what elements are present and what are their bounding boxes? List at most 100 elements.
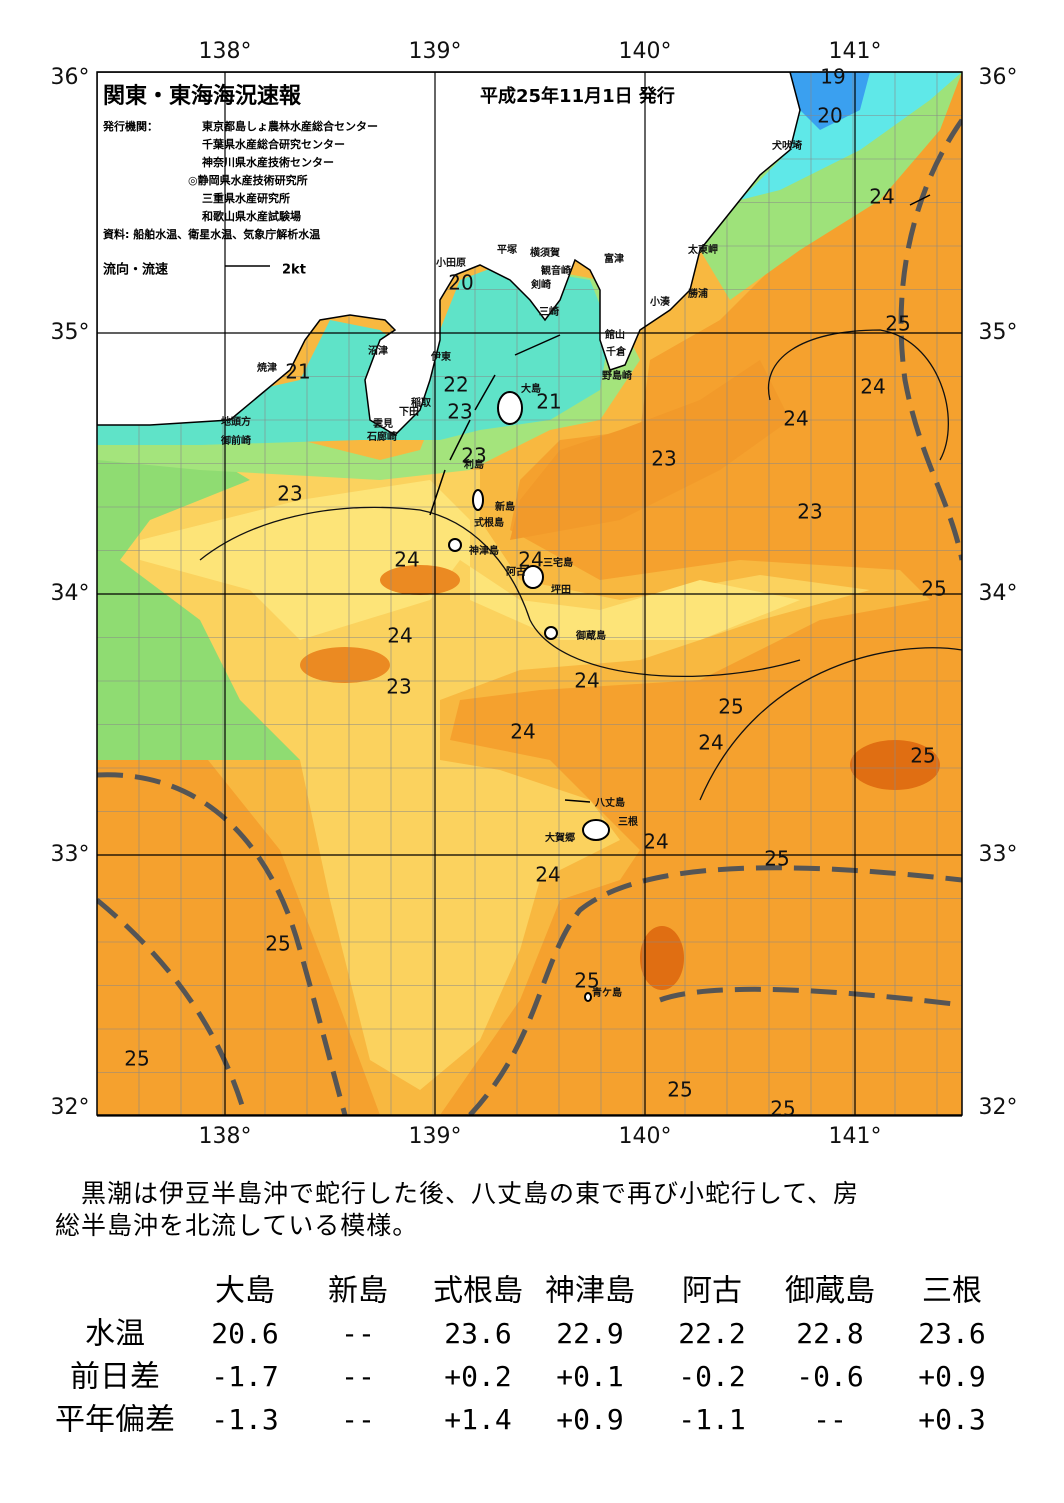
column-header: 式根島	[433, 1274, 523, 1309]
place-name: 式根島	[474, 516, 504, 529]
kuroshio-path	[97, 772, 348, 1115]
sea-band	[700, 72, 962, 300]
lon-label: 139°	[409, 39, 462, 64]
contours	[199, 329, 962, 801]
column-header: 大島	[215, 1274, 275, 1309]
island	[544, 626, 558, 640]
agency: 和歌山県水産試験場	[202, 209, 301, 223]
cell: +1.4	[444, 1403, 511, 1436]
isotherm-label: 25	[910, 744, 935, 768]
sea-band	[740, 72, 962, 200]
place-name: 雲見	[373, 418, 393, 430]
summary: 黒潮は伊豆半島沖で蛇行した後、八丈島の東で再び小蛇行して、房 総半島沖を北流して…	[55, 1178, 859, 1242]
cell: -0.6	[796, 1360, 863, 1393]
agency: ◎静岡県水産技術研究所	[188, 173, 308, 187]
place-name: 石廊崎	[366, 430, 397, 443]
place-name: 三根	[618, 815, 638, 828]
cell: +0.2	[444, 1360, 511, 1393]
lat-label: 34°	[979, 581, 1018, 606]
source: 資料: 船舶水温、衛星水温、気象庁解析水温	[103, 227, 320, 241]
isotherm-label: 25	[770, 1097, 795, 1121]
isotherm-label: 24	[510, 720, 535, 744]
isotherm-label: 20	[448, 271, 473, 295]
isotherm-label: 23	[461, 444, 486, 468]
place-name: 稲取	[411, 396, 432, 409]
lon-label: 141°	[829, 1124, 882, 1149]
place-name: 地頭方	[221, 415, 251, 428]
place-name: 神津島	[469, 544, 499, 557]
agency-label: 発行機関：	[102, 119, 158, 133]
cell: -1.1	[678, 1403, 745, 1436]
isotherm-label: 25	[124, 1047, 149, 1071]
place-name: 小湊	[649, 295, 671, 308]
isotherm-label: 23	[651, 447, 676, 471]
column-header: 御蔵島	[785, 1274, 875, 1309]
isotherm-label: 24	[535, 863, 560, 887]
place-name: 三崎	[539, 305, 559, 318]
place-name: 大賀郷	[545, 831, 575, 844]
place-name: 館山	[604, 328, 625, 341]
cell: +0.9	[918, 1360, 985, 1393]
kuroshio	[97, 118, 962, 1115]
place-name: 観音崎	[541, 264, 571, 277]
arrow	[449, 419, 471, 461]
arrow	[909, 194, 931, 206]
column-header: 阿古	[682, 1274, 742, 1309]
place-name: 犬吠埼	[772, 139, 802, 152]
isotherm-label: 23	[277, 482, 302, 506]
current-arrows	[429, 194, 931, 803]
lat-label: 35°	[51, 320, 90, 345]
isotherm	[199, 506, 801, 677]
cell: +0.1	[556, 1360, 623, 1393]
arrow	[429, 469, 446, 516]
place-name: 新島	[495, 500, 515, 513]
arrow	[474, 374, 496, 411]
isotherm-label: 24	[783, 407, 808, 431]
warm-patch	[300, 647, 390, 683]
cell: -0.2	[678, 1360, 745, 1393]
isotherm-label: 23	[447, 400, 472, 424]
cell: --	[341, 1360, 375, 1393]
place-name: 平塚	[497, 243, 517, 256]
lat-label: 33°	[979, 842, 1018, 867]
sea-band	[140, 480, 800, 640]
isotherm-label: 21	[536, 390, 561, 414]
lat-label: 35°	[979, 320, 1018, 345]
place-name: 剣崎	[530, 278, 551, 291]
sea-band	[97, 440, 300, 760]
lon-label: 141°	[829, 39, 882, 64]
place-name: 野島崎	[602, 369, 632, 382]
island	[584, 992, 592, 1002]
cell: 23.6	[444, 1317, 511, 1350]
island	[448, 538, 462, 552]
row-label: 水温	[85, 1317, 145, 1352]
island	[497, 391, 523, 425]
cell: +0.9	[556, 1403, 623, 1436]
isotherm-label: 24	[698, 731, 723, 755]
place-name: 八丈島	[594, 796, 625, 809]
legend-label: 流向・流速	[103, 262, 168, 278]
cell: --	[341, 1403, 375, 1436]
arrow	[564, 799, 591, 803]
lon-label: 138°	[199, 39, 252, 64]
cell: -1.7	[211, 1360, 278, 1393]
place-name: 三宅島	[543, 556, 573, 569]
place-name: 御蔵島	[575, 629, 606, 642]
isotherm-label: 25	[764, 847, 789, 871]
row-label: 平年偏差	[55, 1403, 175, 1438]
lat-label: 34°	[51, 581, 90, 606]
isotherm-label: 24	[643, 830, 668, 854]
island	[522, 565, 544, 589]
isotherm-label: 19	[820, 65, 845, 89]
kuroshio-path	[898, 118, 962, 561]
isotherm-label: 25	[885, 312, 910, 336]
summary-line: 黒潮は伊豆半島沖で蛇行した後、八丈島の東で再び小蛇行して、房	[81, 1179, 860, 1208]
sst-map: 関東・東海海況速報 平成25年11月1日 発行 発行機関： 資料: 船舶水温、衛…	[51, 39, 1018, 1149]
place-name: 横須賀	[530, 246, 560, 259]
isotherm	[699, 647, 962, 801]
column-header: 三根	[922, 1274, 982, 1309]
agency: 千葉県水産総合研究センター	[202, 137, 345, 151]
cell: +0.3	[918, 1403, 985, 1436]
cell: --	[341, 1317, 375, 1350]
